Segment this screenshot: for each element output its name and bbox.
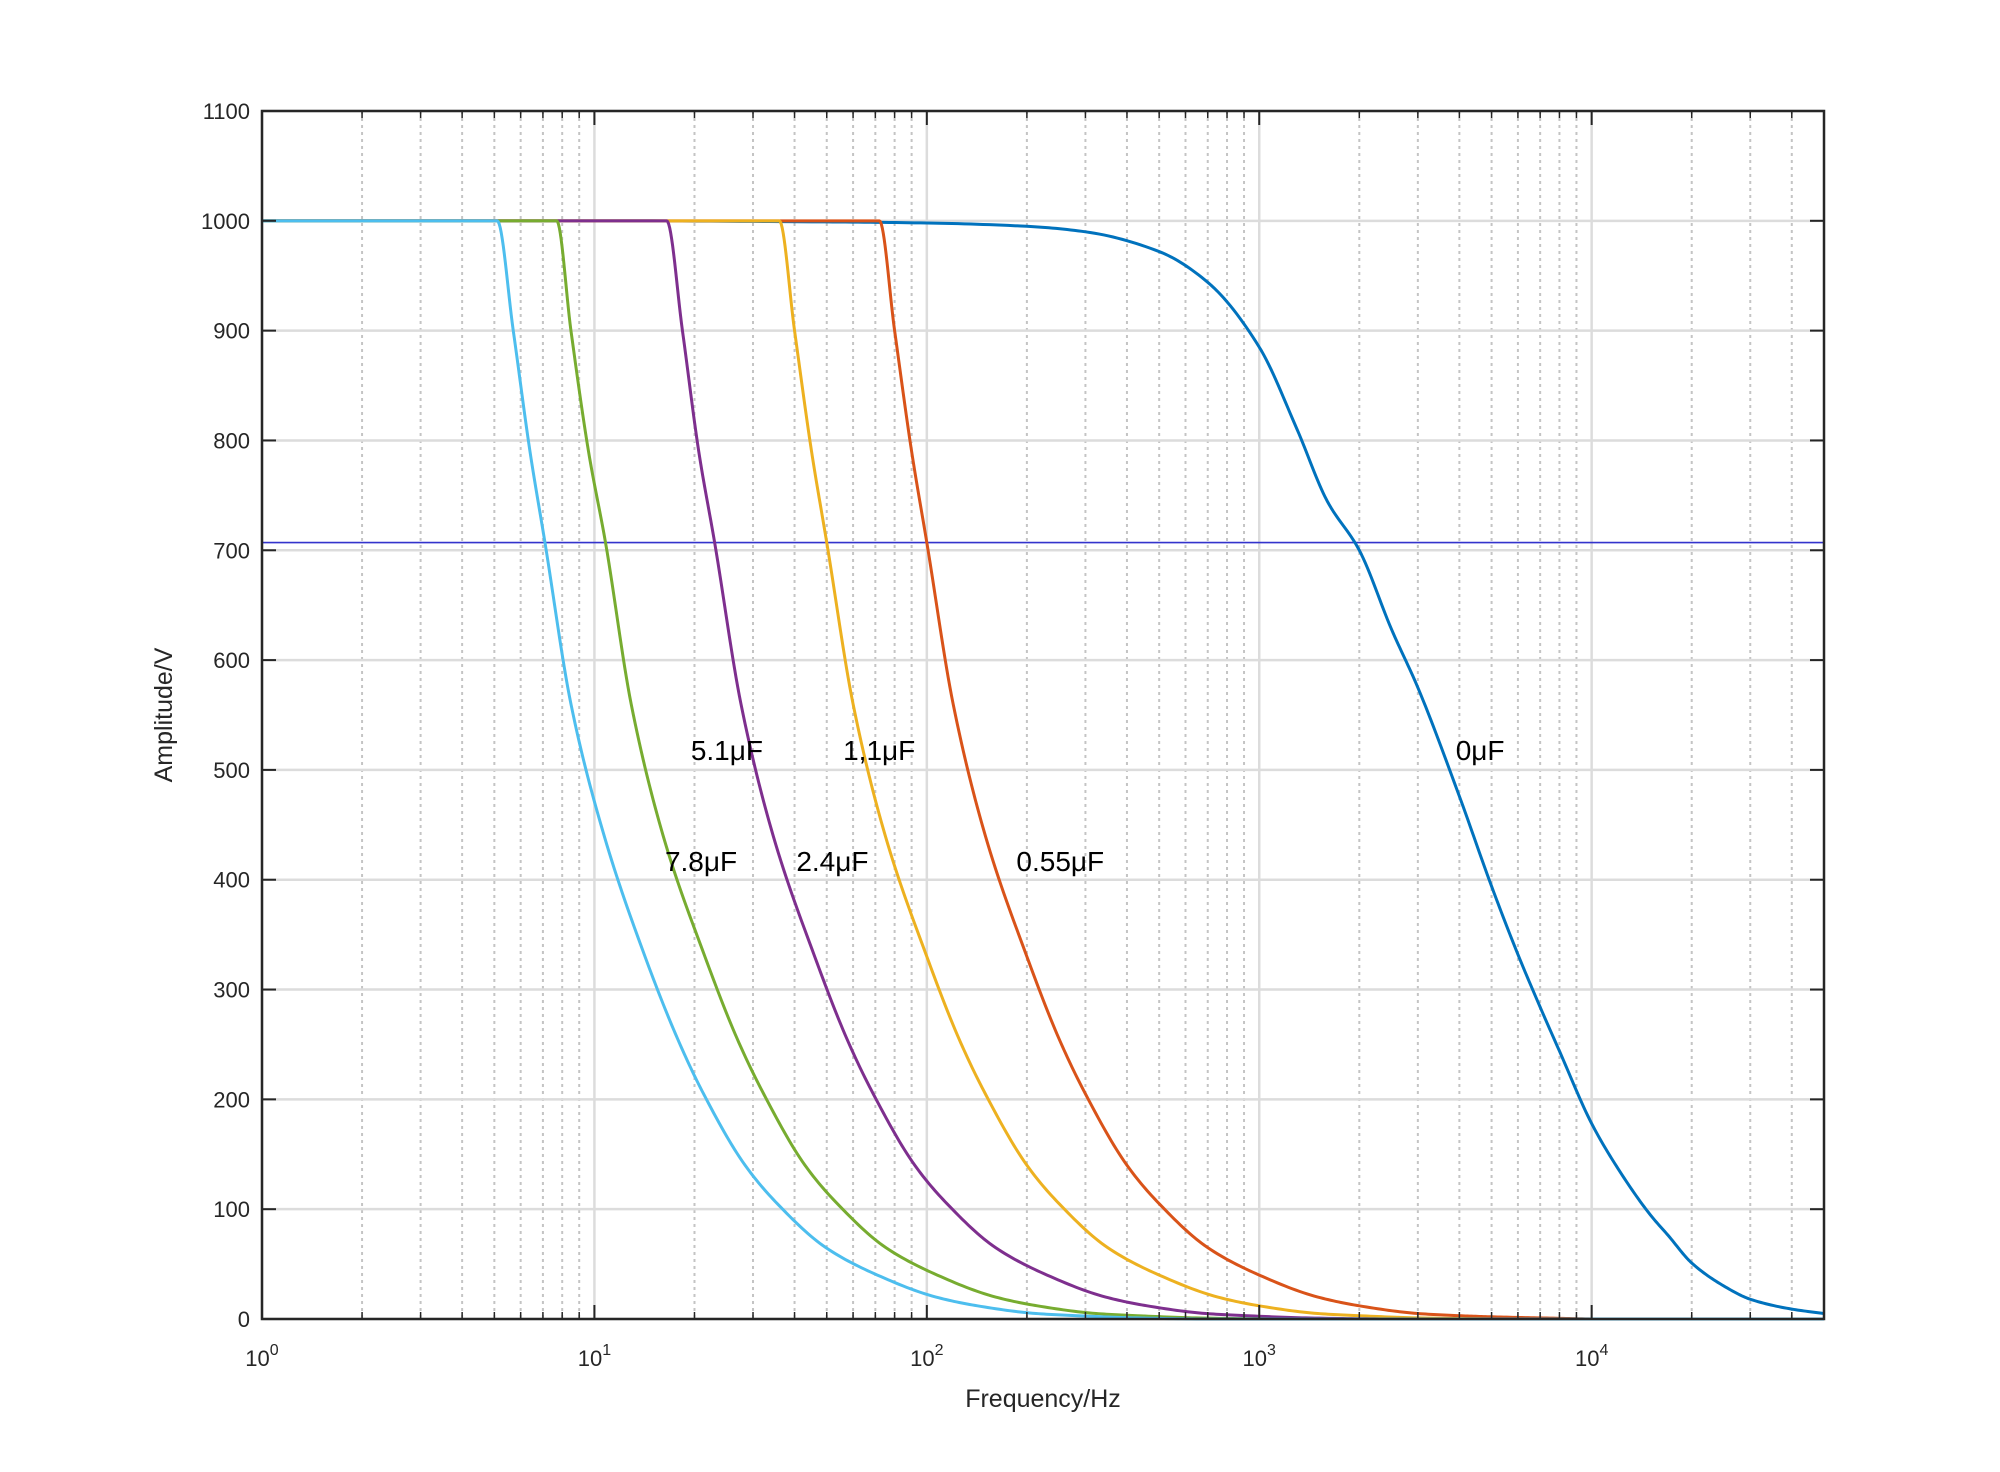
- x-tick-label: 101: [578, 1342, 611, 1371]
- y-tick-label: 0: [238, 1307, 250, 1332]
- y-axis-title: Amplitude/V: [150, 647, 178, 782]
- curve-label: 1,1μF: [843, 735, 915, 766]
- y-tick-labels: 0 100 200 300 400 500 600 700 800 900 1000 1100: [201, 99, 250, 1332]
- grid-layer: [260, 109, 1824, 1321]
- series-layer: [262, 219, 1825, 1321]
- plot-frame: [260, 109, 1826, 1321]
- curve-annotations: 0μF 0.55μF 1,1μF 2.4μF 5.1μF 7.8μF: [665, 735, 1505, 877]
- y-tick-label: 1100: [203, 99, 250, 124]
- y-tick-label: 800: [213, 428, 250, 453]
- y-tick-label: 700: [213, 538, 250, 563]
- y-tick-label: 1000: [201, 209, 250, 234]
- plot-area: [262, 111, 1824, 1319]
- series-line-1: [262, 219, 1592, 1321]
- y-tick-label: 400: [213, 868, 250, 893]
- series-line-0: [262, 219, 1825, 1315]
- y-tick-label: 900: [213, 319, 250, 344]
- curve-label: 7.8μF: [665, 846, 737, 877]
- x-tick-labels: 100 101 102 103 104: [245, 1342, 1608, 1371]
- tick-mark-layer: [261, 110, 1824, 1320]
- x-axis-title: Frequency/Hz: [965, 1385, 1121, 1413]
- series-line-4: [262, 219, 1270, 1321]
- x-tick-label: 100: [245, 1342, 278, 1371]
- y-tick-label: 300: [213, 978, 250, 1003]
- curve-label: 0.55μF: [1016, 846, 1104, 877]
- y-tick-label: 100: [213, 1197, 250, 1222]
- y-tick-label: 600: [213, 648, 250, 673]
- curve-label: 0μF: [1456, 735, 1505, 766]
- y-tick-label: 500: [213, 758, 250, 783]
- series-line-5: [262, 219, 1824, 1321]
- y-tick-label: 200: [213, 1087, 250, 1112]
- x-tick-label: 104: [1575, 1342, 1608, 1371]
- x-tick-label: 102: [910, 1342, 943, 1371]
- curve-label: 5.1μF: [691, 735, 763, 766]
- series-line-2: [262, 219, 1492, 1321]
- series-line-3: [262, 219, 1380, 1321]
- x-tick-label: 103: [1243, 1342, 1276, 1371]
- curve-label: 2.4μF: [796, 846, 868, 877]
